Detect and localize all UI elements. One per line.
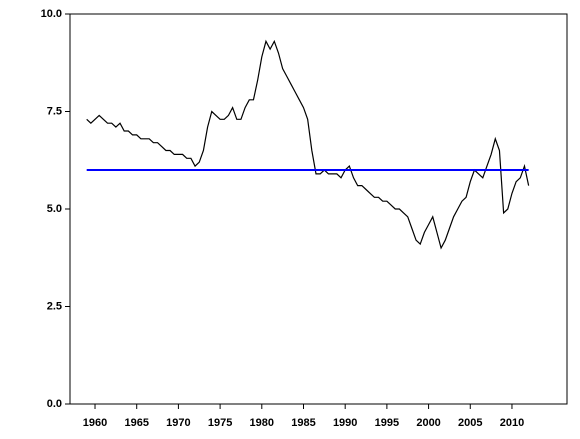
x-tick-label: 2005: [458, 417, 482, 429]
x-tick-label: 1965: [124, 417, 148, 429]
x-tick-label: 1960: [83, 417, 107, 429]
x-tick-label: 2010: [500, 417, 524, 429]
series-line: [86, 39, 530, 250]
y-tick-label: 2.5: [47, 300, 62, 312]
x-tick-label: 2000: [416, 417, 440, 429]
x-tick-label: 1975: [208, 417, 232, 429]
y-tick-label: 0.0: [47, 398, 62, 410]
y-tick-label: 7.5: [47, 105, 62, 117]
y-tick-label: 10.0: [41, 8, 62, 20]
y-tick-label: 5.0: [47, 203, 62, 215]
x-tick-label: 1995: [375, 417, 399, 429]
plot-frame: [69, 13, 568, 405]
x-tick-label: 1970: [166, 417, 190, 429]
x-tick-label: 1980: [250, 417, 274, 429]
x-tick-label: 1990: [333, 417, 357, 429]
x-tick-label: 1985: [291, 417, 315, 429]
